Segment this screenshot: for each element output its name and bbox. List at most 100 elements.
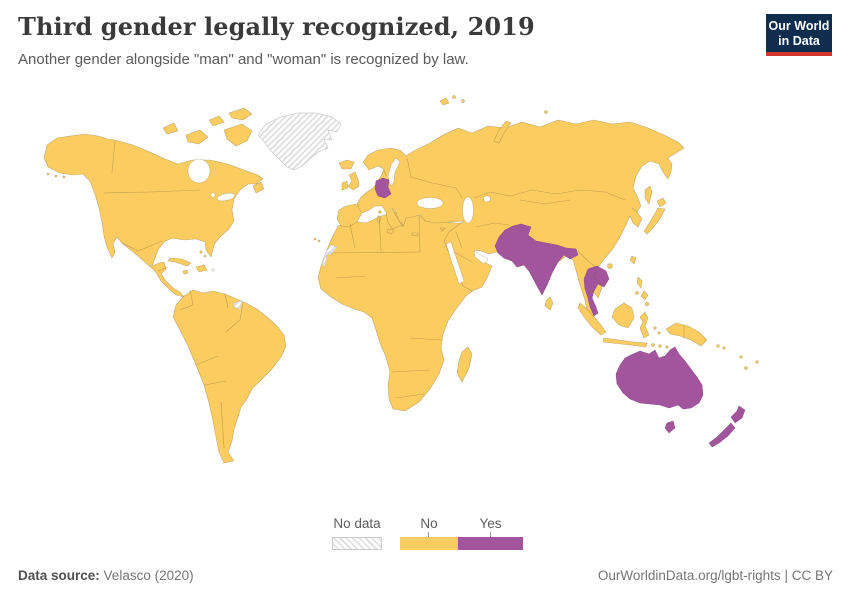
map-layer-yes-countries[interactable]: [374, 177, 746, 448]
map-layer-seas: [187, 157, 491, 285]
island-dot[interactable]: [62, 175, 66, 179]
island-dot[interactable]: [653, 326, 657, 330]
island-newfoundland[interactable]: [252, 181, 265, 194]
island-dot[interactable]: [665, 345, 669, 349]
region-arctic-island[interactable]: [162, 122, 179, 135]
legend-swatch-yes[interactable]: [458, 537, 523, 550]
lake-dot: [210, 192, 216, 198]
island-sakhalin[interactable]: [644, 185, 653, 205]
country-sri-lanka[interactable]: [544, 296, 554, 311]
region-arctic-island[interactable]: [208, 115, 225, 127]
country-united-kingdom[interactable]: [347, 171, 360, 191]
island-new-guinea[interactable]: [665, 322, 708, 347]
footer-url: OurWorldinData.org/lgbt-rights: [597, 568, 781, 583]
sea-red: [445, 241, 465, 285]
footer-license: CC BY: [791, 568, 833, 583]
sea-black: [416, 197, 444, 209]
region-arctic-island[interactable]: [228, 107, 253, 121]
island-dot[interactable]: [635, 291, 639, 295]
legend-no-label: No: [420, 516, 438, 531]
island-novaya-zemlya[interactable]: [493, 120, 512, 144]
legend-bar[interactable]: [400, 537, 523, 550]
legend-yes-label: Yes: [479, 516, 502, 531]
country-cuba[interactable]: [167, 257, 192, 267]
owid-logo: Our World in Data: [766, 14, 832, 56]
country-philippines[interactable]: [636, 276, 643, 289]
country-germany[interactable]: [374, 177, 392, 199]
island-dot[interactable]: [54, 174, 58, 178]
island-cyprus[interactable]: [439, 227, 446, 232]
map-layer-borders: [103, 140, 685, 449]
region-greenland[interactable]: [257, 112, 342, 171]
legend-no-data-swatch[interactable]: [332, 537, 382, 550]
island-puerto-rico[interactable]: [211, 268, 215, 272]
island-new-caledonia[interactable]: [744, 366, 748, 370]
island-dot[interactable]: [716, 344, 720, 348]
island-dot[interactable]: [651, 343, 655, 347]
region-french-guiana[interactable]: [233, 300, 243, 310]
island-dot[interactable]: [452, 95, 456, 99]
island-sicily[interactable]: [386, 228, 395, 235]
island-svalbard[interactable]: [439, 97, 450, 106]
island-dot[interactable]: [199, 250, 203, 254]
legend-swatch-no[interactable]: [400, 537, 458, 550]
region-western-sahara[interactable]: [321, 244, 338, 267]
countries-south-asia-yes[interactable]: [494, 223, 579, 296]
island-dot[interactable]: [317, 239, 321, 243]
country-new-zealand-north[interactable]: [730, 405, 746, 424]
owid-logo-line2: in Data: [778, 33, 820, 48]
region-south-america[interactable]: [172, 289, 287, 464]
island-dot[interactable]: [722, 346, 726, 350]
country-philippines[interactable]: [640, 290, 649, 301]
country-ireland[interactable]: [341, 180, 349, 191]
island-dot[interactable]: [46, 172, 50, 176]
island-hainan[interactable]: [607, 263, 613, 269]
island-borneo[interactable]: [611, 302, 635, 329]
footer-credits: OurWorldinData.org/lgbt-rights | CC BY: [598, 568, 833, 583]
island-corsica[interactable]: [378, 210, 382, 214]
island-dot[interactable]: [644, 301, 650, 307]
page-subtitle: Another gender alongside "man" and "woma…: [18, 51, 469, 68]
footer-source-value: Velasco (2020): [103, 568, 194, 583]
map-layer-no-countries[interactable]: [43, 95, 759, 464]
legend-tick-no: [428, 532, 429, 537]
sea-aral: [483, 195, 491, 203]
island-tasmania[interactable]: [664, 420, 676, 434]
region-arctic-island[interactable]: [185, 129, 209, 145]
island-dot[interactable]: [657, 331, 661, 335]
sea-persian-gulf: [473, 250, 489, 265]
country-iceland[interactable]: [338, 159, 355, 170]
region-north-america[interactable]: [43, 133, 264, 298]
island-dot[interactable]: [461, 99, 465, 103]
island-taiwan[interactable]: [629, 255, 637, 265]
island-sulawesi[interactable]: [639, 311, 650, 339]
map-layer-no-data[interactable]: [211, 112, 342, 310]
country-japan-honshu[interactable]: [643, 207, 666, 235]
island-fiji[interactable]: [755, 360, 759, 364]
sea-caspian: [462, 196, 474, 224]
island-dot[interactable]: [544, 110, 548, 114]
legend-no-data-label: No data: [333, 516, 381, 531]
island-dot[interactable]: [203, 254, 207, 258]
country-jamaica[interactable]: [182, 269, 189, 275]
island-dot[interactable]: [658, 344, 662, 348]
country-thailand[interactable]: [583, 265, 610, 317]
island-dot[interactable]: [313, 237, 317, 241]
sea-baltic: [387, 157, 401, 187]
sea-hudson-bay: [187, 158, 211, 184]
island-hispaniola[interactable]: [195, 264, 208, 273]
footer-separator: |: [784, 568, 788, 583]
page-title: Third gender legally recognized, 2019: [18, 12, 535, 41]
island-dot[interactable]: [739, 355, 743, 359]
region-arctic-island[interactable]: [223, 123, 253, 147]
lake-great-lakes: [216, 192, 236, 202]
island-sardinia[interactable]: [376, 215, 382, 224]
country-australia[interactable]: [615, 346, 704, 410]
country-madagascar[interactable]: [456, 346, 473, 383]
island-java[interactable]: [602, 337, 648, 348]
country-new-zealand-south[interactable]: [708, 422, 736, 448]
island-crete[interactable]: [411, 232, 419, 237]
country-japan-hokkaido[interactable]: [656, 197, 667, 208]
island-sumatra[interactable]: [577, 302, 607, 336]
